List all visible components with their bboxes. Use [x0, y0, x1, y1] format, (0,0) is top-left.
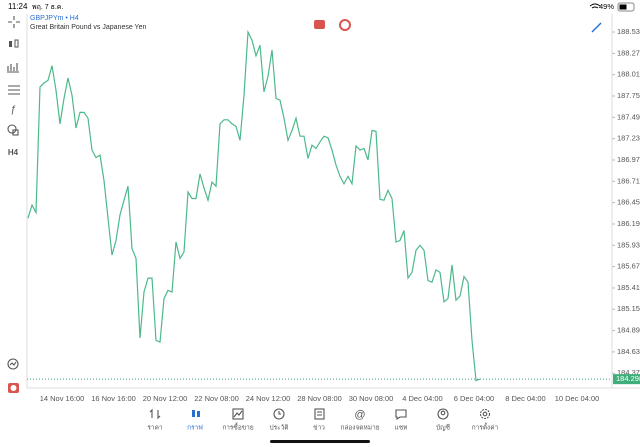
chat-icon[interactable] [395, 409, 407, 421]
quick-trade-button[interactable] [339, 19, 351, 31]
trade-panel-button[interactable] [8, 383, 19, 393]
home-indicator [270, 440, 370, 443]
y-tick-label: 185.410 [617, 283, 640, 292]
battery-level [619, 4, 627, 10]
x-axis-label: 30 Nov 08:00 [349, 394, 394, 403]
chart-icon[interactable] [192, 410, 200, 417]
x-axis-label: 10 Dec 04:00 [555, 394, 600, 403]
current-price-label: 184.298 [616, 374, 640, 383]
indicators-tool[interactable] [8, 85, 20, 95]
wifi-icon [589, 3, 601, 9]
tab-label[interactable]: กล่องจดหมาย [340, 425, 379, 432]
tab-label[interactable]: ข่าว [313, 425, 325, 432]
x-axis-label: 14 Nov 16:00 [40, 394, 85, 403]
objects-tool[interactable] [7, 124, 19, 136]
x-axis-label: 22 Nov 08:00 [194, 394, 239, 403]
crosshair-tool[interactable] [8, 16, 20, 28]
draw-button[interactable] [591, 22, 602, 33]
y-tick-label: 186.450 [617, 198, 640, 207]
y-tick-label: 187.490 [617, 112, 640, 121]
y-tick-label: 187.750 [617, 91, 640, 100]
mailbox-icon[interactable]: @ [354, 409, 365, 421]
y-tick-label: 187.230 [617, 134, 640, 143]
tab-label[interactable]: ประวัติ [270, 424, 289, 432]
x-axis-label: 6 Dec 04:00 [454, 394, 494, 403]
history-icon[interactable] [273, 408, 285, 420]
status-time: 11:24 [8, 2, 28, 11]
status-date: พฤ. 7 ธ.ค. [32, 4, 63, 11]
functions-tool[interactable]: ƒ [10, 105, 16, 116]
y-tick-label: 185.150 [617, 304, 640, 313]
y-tick-label: 186.970 [617, 155, 640, 164]
quotes-icon[interactable] [149, 408, 161, 420]
x-axis-label: 28 Nov 08:00 [297, 394, 342, 403]
tab-label[interactable]: บัญชี [436, 424, 451, 432]
x-axis-label: 20 Nov 12:00 [143, 394, 188, 403]
y-tick-label: 184.370 [617, 368, 640, 377]
y-tick-label: 186.190 [617, 219, 640, 228]
y-tick-label: 184.630 [617, 347, 640, 356]
y-tick-label: 188.010 [617, 70, 640, 79]
y-tick-label: 184.890 [617, 326, 640, 335]
tab-label[interactable]: การซื้อขาย [222, 423, 253, 432]
price-line [27, 29, 481, 382]
y-tick-label: 185.930 [617, 240, 640, 249]
battery-icon [617, 2, 635, 12]
tab-label[interactable]: ราคา [147, 425, 162, 432]
y-tick-label: 188.270 [617, 48, 640, 57]
tab-label[interactable]: แชท [395, 425, 408, 432]
bars-tool[interactable] [7, 63, 19, 73]
timeframe-button[interactable]: H4 [8, 148, 19, 157]
x-axis-label: 4 Dec 04:00 [402, 394, 442, 403]
tab-label[interactable]: การตั้งค่า [472, 423, 499, 432]
y-tick-label: 185.670 [617, 262, 640, 271]
status-battery: 49% [599, 2, 614, 11]
symbol-description: Great Britain Pound vs Japanese Yen [30, 24, 146, 31]
x-axis-label: 24 Nov 12:00 [246, 394, 291, 403]
trade-button[interactable] [314, 20, 325, 29]
trade-icon[interactable] [232, 408, 244, 420]
chart-scale-tool[interactable] [7, 358, 19, 370]
x-axis-label: 16 Nov 16:00 [91, 394, 136, 403]
symbol-name: GBPJPYm • H4 [30, 15, 79, 22]
y-tick-label: 188.530 [617, 27, 640, 36]
x-axis-label: 8 Dec 04:00 [505, 394, 545, 403]
account-icon[interactable] [437, 408, 449, 420]
y-tick-label: 186.710 [617, 176, 640, 185]
settings-icon[interactable] [479, 408, 491, 420]
news-icon[interactable] [314, 408, 325, 420]
tab-label[interactable]: กราฟ [187, 425, 203, 432]
candles-tool[interactable] [9, 39, 19, 48]
current-price-box [613, 374, 640, 385]
